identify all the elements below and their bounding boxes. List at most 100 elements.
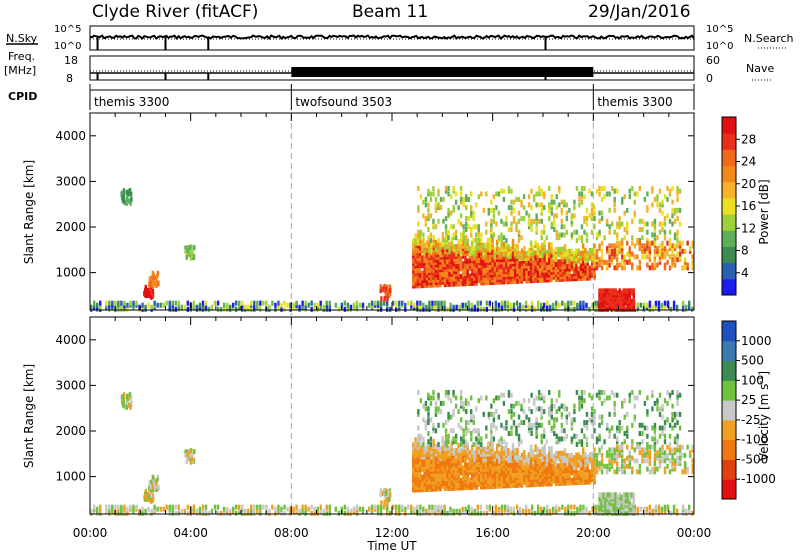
velocity-cell: [433, 462, 435, 467]
power-cell: [389, 288, 391, 293]
power-cell: [664, 216, 666, 221]
velocity-cell: [637, 507, 639, 512]
power-cell: [516, 244, 518, 249]
velocity-cell: [377, 505, 379, 510]
power-cell: [676, 257, 678, 262]
power-cell: [634, 191, 636, 196]
velocity-cell: [413, 507, 415, 512]
velocity-cell: [575, 453, 577, 458]
velocity-cell: [598, 390, 600, 395]
power-cell: [631, 252, 633, 257]
power-cell: [624, 211, 626, 216]
power-cell: [641, 243, 643, 248]
velocity-cell: [162, 507, 164, 512]
velocity-cell: [552, 507, 554, 512]
velocity-cell: [548, 390, 550, 395]
velocity-cell: [265, 505, 267, 510]
nave-label: Nave: [746, 62, 774, 75]
power-cell: [493, 208, 495, 213]
power-cell: [295, 301, 297, 306]
power-cell: [519, 269, 521, 274]
power-cell: [277, 301, 279, 306]
power-cell: [669, 265, 671, 270]
power-cell: [407, 301, 409, 306]
velocity-cell: [447, 434, 449, 439]
power-cell: [493, 232, 495, 237]
velocity-cell: [676, 420, 678, 425]
power-cell: [676, 216, 678, 221]
power-cell: [473, 216, 475, 221]
power-cell: [430, 243, 432, 248]
velocity-cell: [220, 511, 222, 516]
velocity-cell: [669, 458, 671, 463]
velocity-cell: [480, 505, 482, 510]
velocity-cell: [555, 471, 557, 476]
velocity-cell: [498, 469, 500, 474]
velocity-cell: [262, 505, 264, 510]
velocity-cell: [344, 505, 346, 510]
velocity-cell: [659, 434, 661, 439]
velocity-cell: [561, 412, 563, 417]
power-cell: [503, 235, 505, 240]
velocity-cell: [495, 395, 497, 400]
velocity-cell: [214, 505, 216, 510]
velocity-cell: [561, 428, 563, 433]
velocity-cell: [489, 441, 491, 446]
velocity-cell: [666, 453, 668, 458]
power-cell: [564, 303, 566, 308]
velocity-cell: [425, 420, 427, 425]
power-cell: [538, 191, 540, 196]
power-cell: [664, 222, 666, 227]
velocity-cell: [601, 401, 603, 406]
velocity-cell: [518, 442, 520, 447]
power-cell: [525, 278, 527, 283]
velocity-cell: [621, 445, 623, 450]
power-cell: [356, 301, 358, 306]
velocity-cell: [626, 456, 628, 461]
power-cell: [428, 248, 430, 253]
velocity-cell: [530, 409, 532, 414]
power-cell: [452, 186, 454, 191]
velocity-cell: [487, 442, 489, 447]
velocity-cell: [608, 447, 610, 452]
power-cell: [598, 257, 600, 262]
velocity-cell: [634, 415, 636, 420]
freq-label: Freq.: [8, 50, 35, 63]
velocity-cell: [576, 507, 578, 512]
velocity-cell: [175, 511, 177, 516]
velocity-cell: [468, 420, 470, 425]
velocity-cell: [644, 458, 646, 463]
power-cell: [508, 186, 510, 191]
power-cell: [664, 254, 666, 259]
velocity-cell: [558, 406, 560, 411]
power-cell: [619, 263, 621, 268]
power-cell: [562, 247, 564, 252]
power-cell: [420, 230, 422, 235]
power-cell: [338, 307, 340, 312]
power-cell: [359, 303, 361, 308]
velocity-cell: [469, 450, 471, 455]
nave-tick-bottom: 0: [706, 72, 713, 85]
velocity-cell: [525, 505, 527, 510]
power-cell: [534, 250, 536, 255]
power-cell: [546, 255, 548, 260]
velocity-cell: [553, 417, 555, 422]
power-cell: [125, 201, 127, 206]
power-cell: [661, 252, 663, 257]
velocity-cell: [616, 453, 618, 458]
velocity-cell: [310, 505, 312, 510]
power-cell: [606, 191, 608, 196]
velocity-cell: [498, 451, 500, 456]
velocity-cell: [685, 509, 687, 514]
velocity-cell: [521, 453, 523, 458]
velocity-cell: [664, 450, 666, 455]
velocity-cell: [259, 505, 261, 510]
velocity-cell: [395, 505, 397, 510]
velocity-cell: [613, 434, 615, 439]
velocity-cell: [455, 448, 457, 453]
velocity-cell: [493, 398, 495, 403]
power-cell: [426, 240, 428, 245]
power-cell: [510, 227, 512, 232]
velocity-cell: [634, 395, 636, 400]
velocity-cell: [448, 446, 450, 451]
